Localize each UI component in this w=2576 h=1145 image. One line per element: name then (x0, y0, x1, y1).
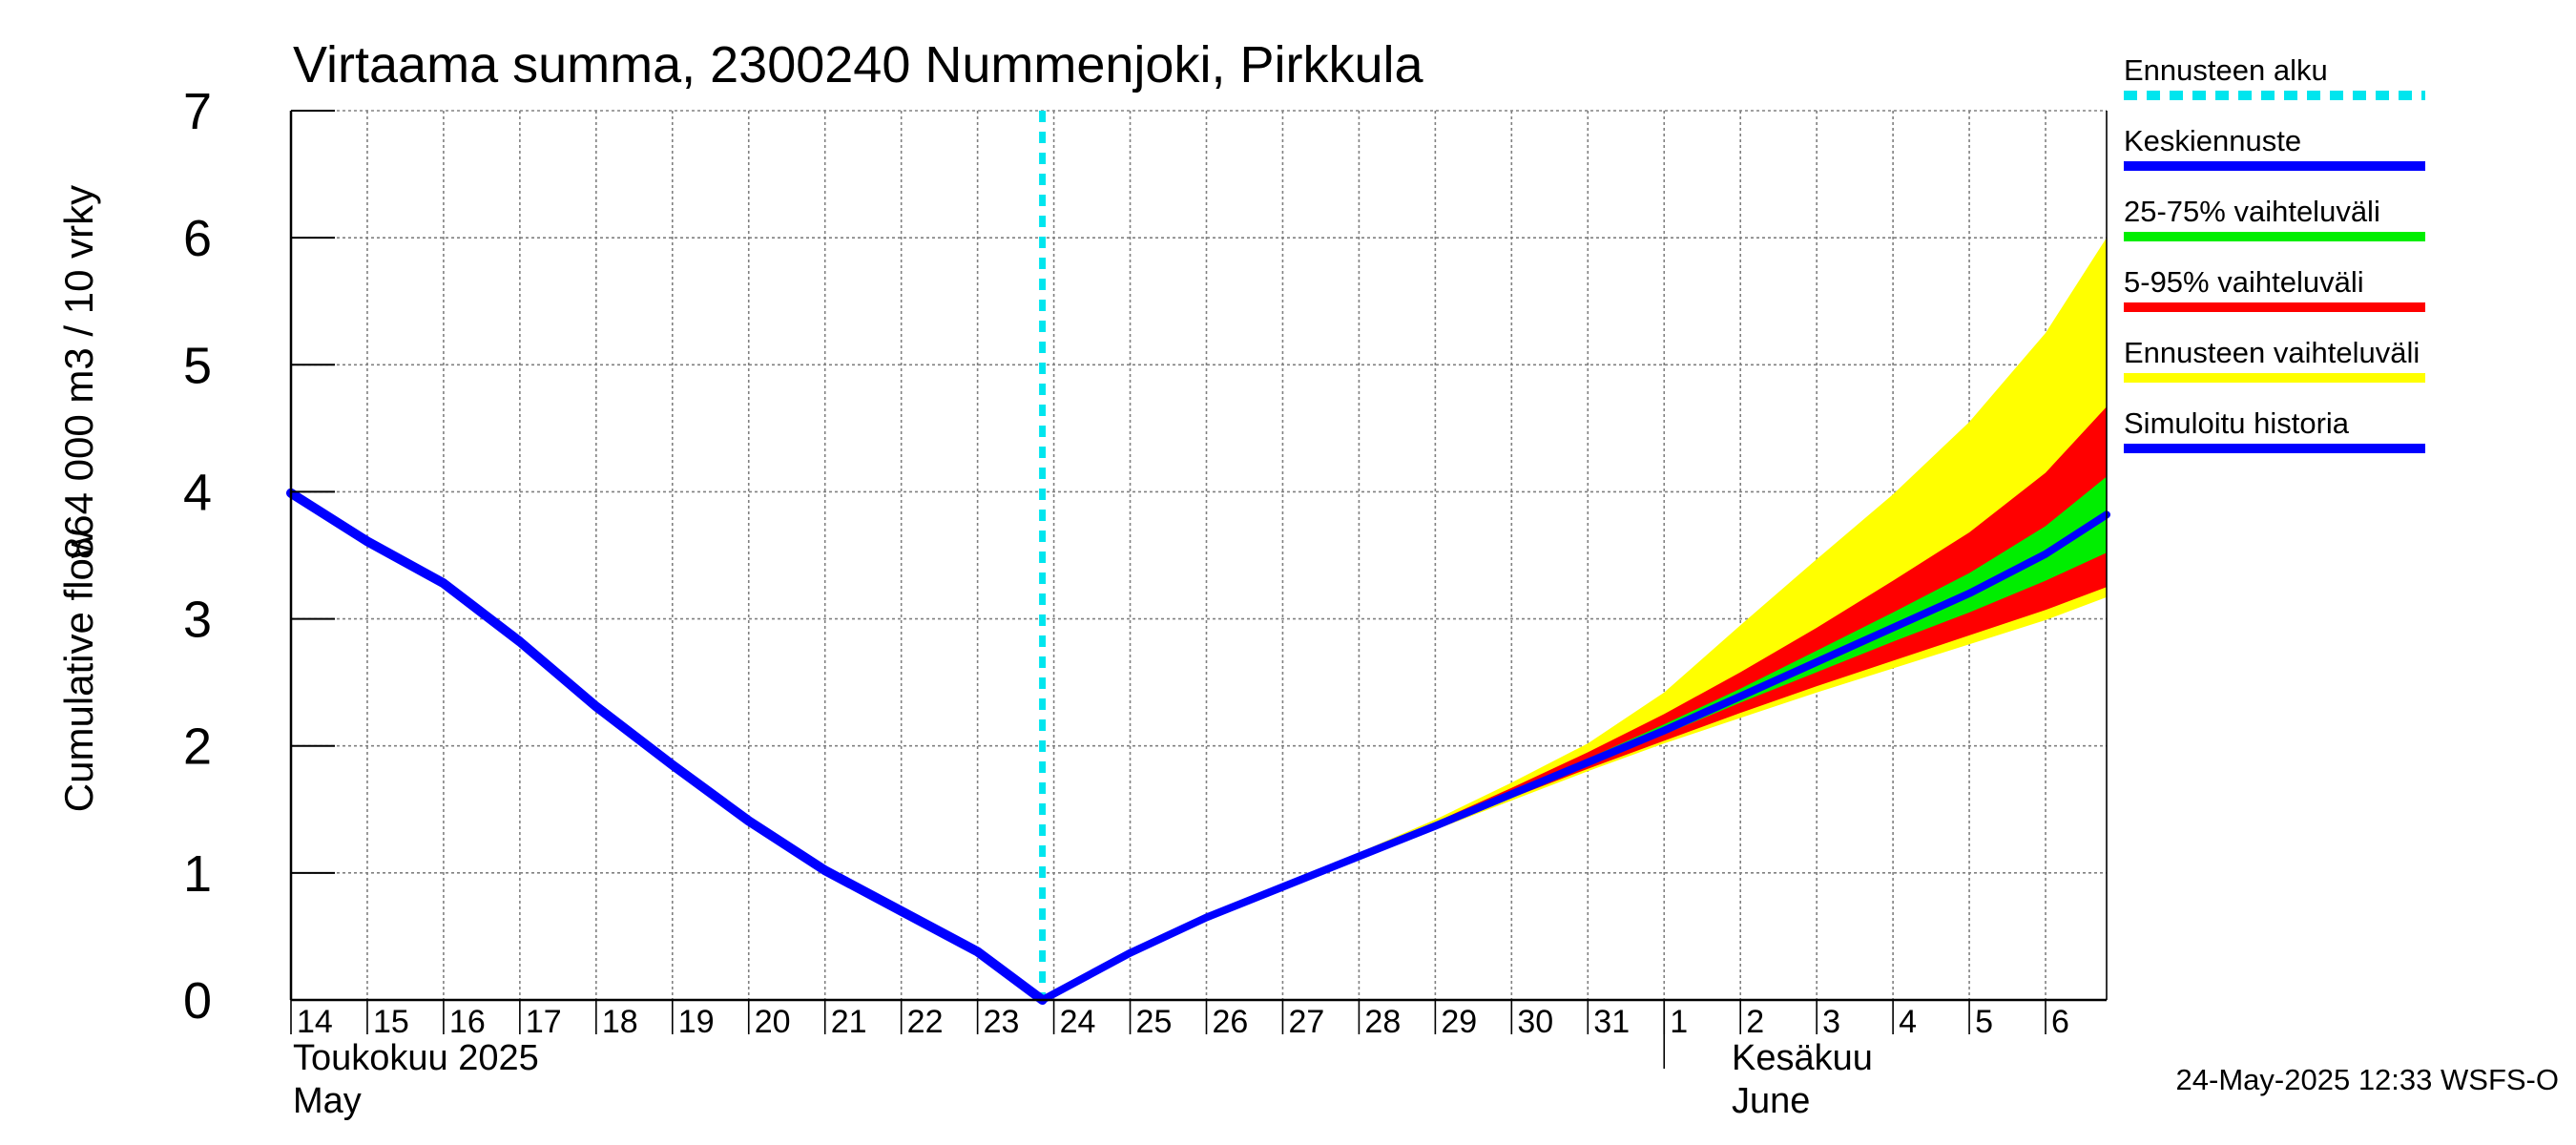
simulated-history-line (286, 488, 1048, 1005)
x-tick-label: 4 (1899, 1004, 1917, 1040)
chart-title: Virtaama summa, 2300240 Nummenjoki, Pirk… (293, 36, 1423, 94)
mean-forecast-line (1038, 510, 2110, 1004)
x-tick-label: 20 (755, 1004, 791, 1040)
x-tick-label: 28 (1364, 1004, 1401, 1040)
x-tick-label: 19 (678, 1004, 715, 1040)
x-tick-label: 23 (984, 1004, 1020, 1040)
x-tick-label: 5 (1975, 1004, 1993, 1040)
legend-label-band-5-95: 5-95% vaihteluväli (2124, 265, 2364, 299)
x-tick-label: 21 (831, 1004, 867, 1040)
x-tick-label: 31 (1593, 1004, 1630, 1040)
month-label-june-fi: Kesäkuu (1732, 1038, 1873, 1078)
y-tick-label: 1 (183, 845, 212, 903)
x-tick-label: 25 (1136, 1004, 1173, 1040)
x-tick-label: 29 (1441, 1004, 1477, 1040)
x-tick-label: 3 (1822, 1004, 1840, 1040)
legend-label-band-25-75: 25-75% vaihteluväli (2124, 195, 2380, 228)
x-tick-label: 6 (2051, 1004, 2069, 1040)
x-tick-label: 15 (373, 1004, 409, 1040)
y-tick-label: 4 (183, 464, 212, 521)
y-tick-label: 5 (183, 337, 212, 394)
x-tick-label: 1 (1670, 1004, 1688, 1040)
x-tick-label: 27 (1288, 1004, 1324, 1040)
x-tick-label: 26 (1212, 1004, 1248, 1040)
x-tick-label: 17 (526, 1004, 562, 1040)
x-tick-label: 24 (1060, 1004, 1096, 1040)
y-tick-label: 0 (183, 972, 212, 1030)
x-tick-label: 22 (907, 1004, 944, 1040)
x-tick-label: 2 (1746, 1004, 1764, 1040)
month-label-may-en: May (293, 1081, 362, 1121)
month-label-june-en: June (1732, 1081, 1810, 1121)
chart-legend: Ennusteen alku Keskiennuste 25-75% vaihtel… (2124, 53, 2425, 453)
x-tick-label: 16 (449, 1004, 486, 1040)
y-axis-label-line1: Cumulative flow (56, 529, 101, 812)
y-tick-label: 6 (183, 210, 212, 267)
x-tick-label: 14 (297, 1004, 333, 1040)
footer-timestamp: 24-May-2025 12:33 WSFS-O (2176, 1063, 2559, 1096)
y-axis-label-line2: 864 000 m3 / 10 vrky (56, 185, 101, 559)
chart-lines (286, 111, 2110, 1005)
x-tick-label: 30 (1517, 1004, 1553, 1040)
legend-label-mean-forecast: Keskiennuste (2124, 124, 2301, 157)
chart-axes: 14 15 16 17 18 19 20 21 22 23 24 25 26 27 28 29 30 31 1 2 3 4… (183, 83, 2108, 1069)
forecast-bands (1042, 238, 2107, 1001)
y-tick-label: 7 (183, 83, 212, 140)
legend-label-forecast-start: Ennusteen alku (2124, 53, 2328, 87)
y-tick-label: 2 (183, 718, 212, 776)
y-tick-label: 3 (183, 592, 212, 649)
legend-label-band-full: Ennusteen vaihteluväli (2124, 336, 2420, 369)
x-tick-label: 18 (602, 1004, 638, 1040)
legend-label-simulated-history: Simuloitu historia (2124, 406, 2350, 440)
month-label-may-fi: Toukokuu 2025 (293, 1038, 539, 1078)
